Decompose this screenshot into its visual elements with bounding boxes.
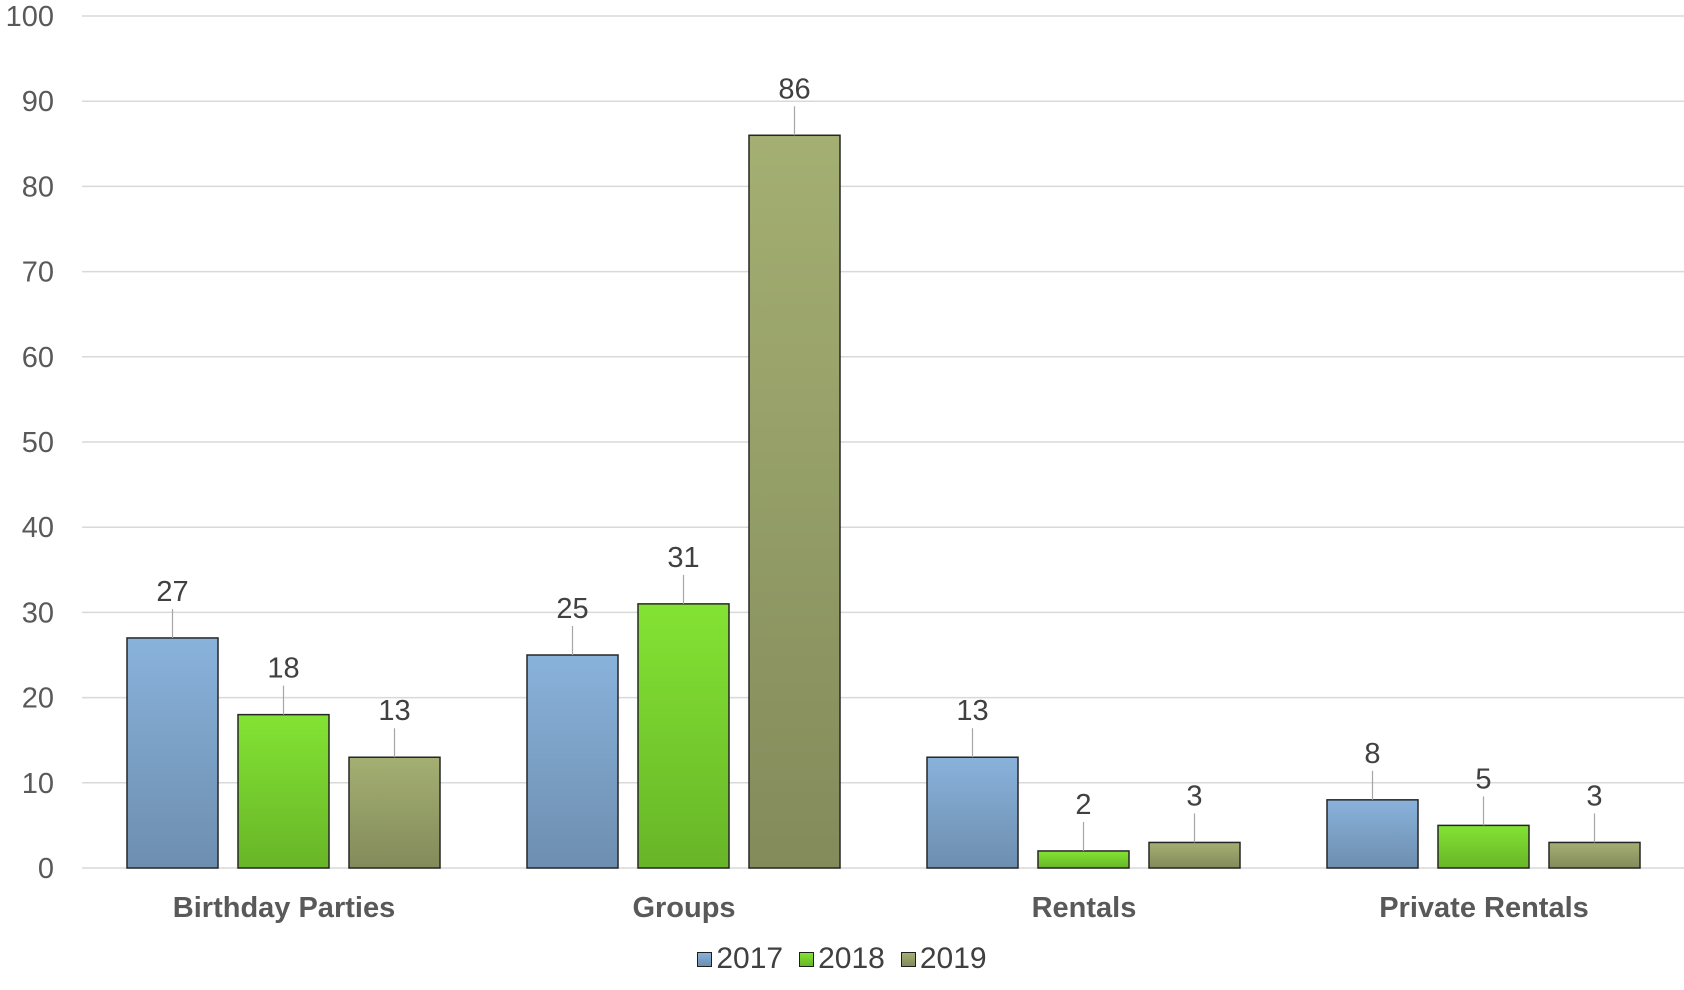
y-tick-label: 60 [22,342,54,374]
data-label: 3 [1586,780,1602,812]
bar-2018-groups[interactable] [637,603,730,869]
legend: 2017 2018 2019 [0,942,1684,976]
bar-2018-rentals[interactable] [1037,850,1130,869]
data-label: 13 [378,695,410,727]
legend-swatch-2018 [799,951,815,967]
y-tick-label: 50 [22,427,54,459]
bar-2018-private-rentals[interactable] [1437,824,1530,869]
legend-item-2018[interactable]: 2018 [799,942,885,976]
bar-2019-rentals[interactable] [1148,841,1241,869]
data-label: 27 [156,576,188,608]
legend-item-2017[interactable]: 2017 [697,942,783,976]
x-axis-ticks: Birthday Parties Groups Rentals Private Ren… [173,892,1589,924]
x-tick-label: Birthday Parties [173,892,395,924]
bar-2019-private-rentals[interactable] [1548,841,1641,869]
y-tick-label: 30 [22,597,54,629]
y-tick-label: 100 [6,1,54,33]
bar-2017-groups[interactable] [526,654,619,869]
bar-2019-birthday-parties[interactable] [348,756,441,869]
y-tick-label: 40 [22,512,54,544]
data-labels: 27 18 13 25 31 86 13 2 3 8 5 3 [156,73,1603,851]
legend-swatch-2017 [697,951,713,967]
y-tick-label: 20 [22,683,54,715]
data-label: 25 [556,593,588,625]
x-tick-label: Rentals [1032,892,1137,924]
data-label: 3 [1186,780,1202,812]
y-tick-label: 80 [22,171,54,203]
y-tick-label: 10 [22,768,54,800]
x-tick-label: Private Rentals [1379,892,1589,924]
y-tick-label: 90 [22,86,54,118]
legend-swatch-2019 [900,951,916,967]
bar-2017-rentals[interactable] [926,756,1019,869]
bar-2017-private-rentals[interactable] [1326,799,1419,869]
legend-label-2018: 2018 [818,942,885,975]
bars [126,134,1641,869]
data-label: 31 [667,542,699,574]
bar-2018-birthday-parties[interactable] [237,713,330,869]
bar-2017-birthday-parties[interactable] [126,637,219,869]
data-label: 86 [778,73,810,105]
x-tick-label: Groups [632,892,735,924]
legend-label-2019: 2019 [919,942,987,975]
y-tick-label: 0 [38,853,54,885]
data-label: 2 [1075,789,1091,821]
data-label: 13 [956,695,988,727]
data-label: 5 [1475,763,1491,795]
y-tick-label: 70 [22,257,54,289]
legend-item-2019[interactable]: 2019 [900,942,987,976]
data-label: 18 [267,653,299,685]
data-label: 8 [1364,738,1380,770]
y-axis-ticks: 0 10 20 30 40 50 60 70 80 90 100 [6,1,54,885]
bar-2019-groups[interactable] [748,134,841,869]
legend-label-2017: 2017 [716,942,784,975]
